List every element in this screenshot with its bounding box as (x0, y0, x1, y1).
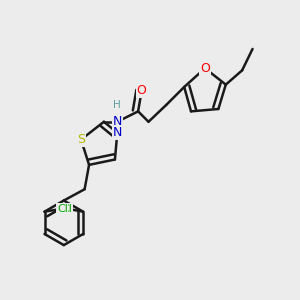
Text: O: O (200, 62, 210, 75)
Text: Cl: Cl (61, 204, 72, 214)
Text: N: N (112, 126, 122, 139)
Text: O: O (137, 84, 147, 97)
Text: N: N (112, 115, 122, 128)
Text: H: H (113, 100, 121, 110)
Text: Cl: Cl (57, 204, 68, 214)
Text: S: S (77, 133, 85, 146)
